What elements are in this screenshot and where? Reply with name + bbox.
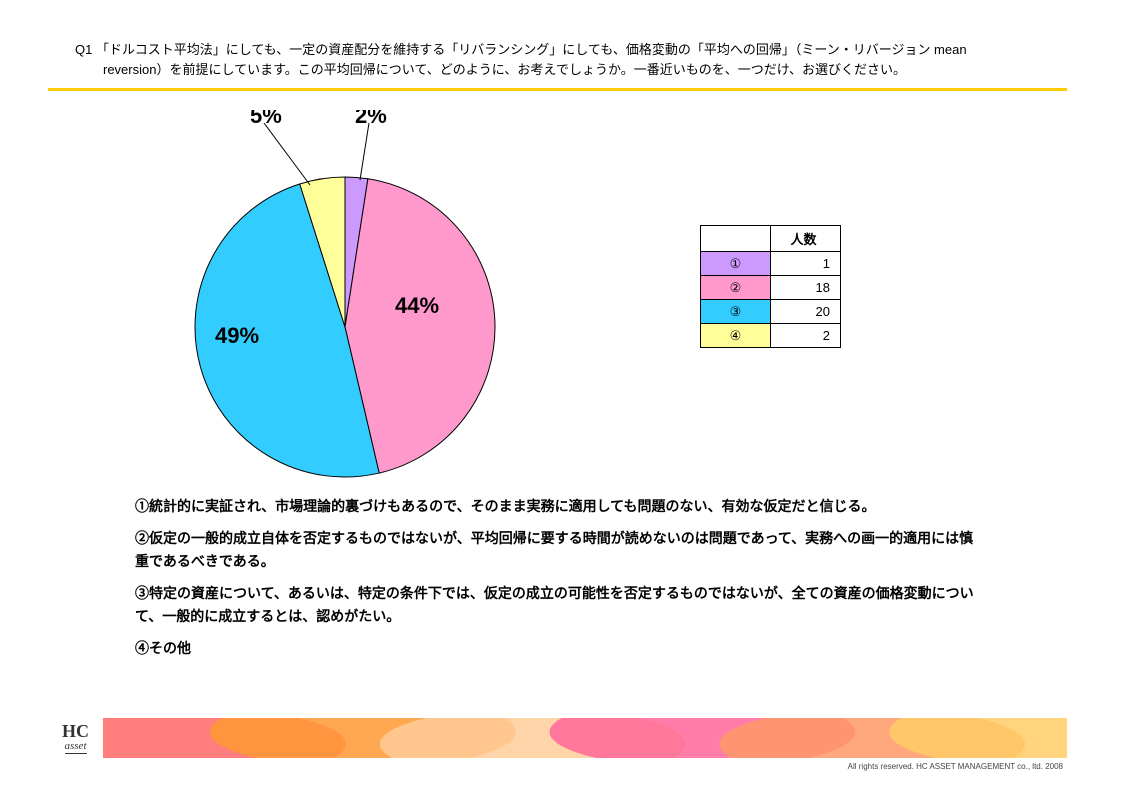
legend-swatch: ① [701,252,771,276]
pie-chart: 2% 44% 49% 5% [160,110,530,480]
question-number: Q1 [75,42,92,57]
question-header: Q1 「ドルコスト平均法」にしても、一定の資産配分を維持する「リバランシング」に… [75,40,1055,79]
legend-row: ①1 [701,252,841,276]
pie-leader-line [264,123,310,185]
legend-row: ③20 [701,300,841,324]
page: Q1 「ドルコスト平均法」にしても、一定の資産配分を維持する「リバランシング」に… [0,0,1123,793]
legend-swatch: ④ [701,324,771,348]
pie-pct-label: 2% [355,110,387,128]
answer-options: ①統計的に実証され、市場理論的裏づけもあるので、そのまま実務に適用しても問題のな… [135,495,985,669]
pie-svg: 2% 44% 49% 5% [160,110,530,510]
footer-logo: HC asset [48,718,103,758]
pie-pct-label: 5% [250,110,282,128]
footer-band-svg [48,718,1067,758]
answer-option-3: ③特定の資産について、あるいは、特定の条件下では、仮定の成立の可能性を否定するも… [135,582,985,627]
legend-value: 20 [771,300,841,324]
legend-swatch: ③ [701,300,771,324]
logo-top: HC [62,722,89,740]
question-text-line2: reversion）を前提にしています。この平均回帰について、どのように、お考え… [75,62,906,77]
footer-band [48,718,1067,758]
legend-header-count: 人数 [771,226,841,252]
legend-swatch: ② [701,276,771,300]
legend-value: 1 [771,252,841,276]
legend-value: 18 [771,276,841,300]
answer-option-1: ①統計的に実証され、市場理論的裏づけもあるので、そのまま実務に適用しても問題のな… [135,495,985,517]
legend-row: ④2 [701,324,841,348]
legend-value: 2 [771,324,841,348]
logo-bottom: asset [65,740,87,753]
pie-pct-label: 44% [395,293,439,318]
question-text-line1: 「ドルコスト平均法」にしても、一定の資産配分を維持する「リバランシング」にしても… [96,42,967,57]
legend-header-blank [701,226,771,252]
copyright: All rights reserved. HC ASSET MANAGEMENT… [848,762,1063,771]
legend-table: 人数 ①1②18③20④2 [700,225,841,348]
footer-blob [889,718,1067,758]
answer-option-4: ④その他 [135,637,985,659]
answer-option-2: ②仮定の一般的成立自体を否定するものではないが、平均回帰に要する時間が読めないの… [135,527,985,572]
legend-row: ②18 [701,276,841,300]
pie-pct-label: 49% [215,323,259,348]
divider-rule [48,88,1067,91]
legend-header-row: 人数 [701,226,841,252]
pie-leader-line [360,123,369,180]
